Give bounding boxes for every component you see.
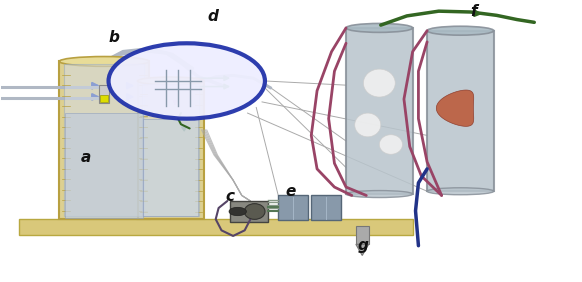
Ellipse shape	[427, 26, 494, 35]
Bar	[143, 119, 198, 216]
Ellipse shape	[379, 135, 403, 154]
Text: e: e	[286, 184, 296, 199]
Ellipse shape	[137, 77, 204, 85]
Bar	[100, 95, 108, 102]
Ellipse shape	[59, 56, 149, 66]
Bar	[64, 64, 144, 216]
Bar	[230, 201, 268, 222]
Ellipse shape	[346, 23, 413, 32]
Ellipse shape	[427, 188, 494, 195]
Bar	[65, 113, 143, 218]
Text: a: a	[80, 150, 91, 165]
Ellipse shape	[346, 191, 413, 198]
Bar	[59, 61, 149, 219]
Polygon shape	[436, 90, 474, 126]
Bar	[137, 81, 204, 219]
Bar	[311, 195, 342, 220]
Bar	[19, 219, 413, 235]
Bar	[427, 31, 494, 191]
Circle shape	[109, 43, 265, 119]
Bar	[278, 195, 308, 220]
Text: d: d	[207, 9, 218, 24]
Bar	[99, 85, 109, 103]
Ellipse shape	[354, 113, 381, 137]
Bar	[356, 226, 368, 244]
Ellipse shape	[363, 69, 395, 97]
Polygon shape	[356, 244, 368, 255]
Circle shape	[229, 207, 246, 216]
Text: g: g	[358, 238, 369, 253]
Text: f: f	[470, 4, 477, 19]
Text: c: c	[226, 189, 235, 204]
Bar	[346, 28, 413, 194]
Text: b: b	[109, 30, 120, 45]
Bar	[141, 84, 200, 216]
Ellipse shape	[244, 204, 265, 219]
